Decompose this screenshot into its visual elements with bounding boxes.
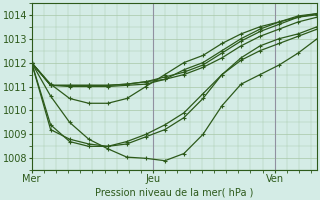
X-axis label: Pression niveau de la mer( hPa ): Pression niveau de la mer( hPa ) (95, 187, 253, 197)
